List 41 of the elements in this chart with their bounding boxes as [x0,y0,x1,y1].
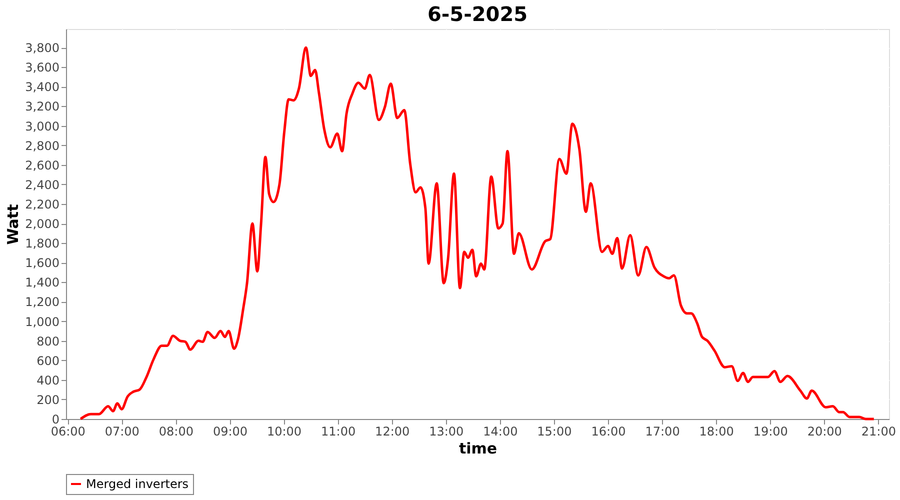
x-tick-label: 09:00 [212,424,248,438]
x-tick-label: 08:00 [158,424,194,438]
y-tick-label: 200 [36,392,60,407]
y-tick-label: 400 [36,373,60,388]
x-tick-label: 16:00 [591,424,626,438]
legend-label: Merged inverters [86,477,189,491]
y-tick-label: 3,000 [25,119,60,134]
y-tick-label: 1,000 [25,314,60,329]
x-tick-label: 21:00 [861,424,896,438]
x-tick-label: 11:00 [321,424,356,438]
y-tick-label: 3,600 [25,60,60,75]
y-tick-label: 0 [52,412,60,426]
y-tick-label: 2,400 [25,178,60,192]
y-tick-label: 600 [36,354,60,368]
line-series [79,46,876,420]
y-axis-title: Watt [4,204,22,245]
x-tick-label: 17:00 [645,424,680,438]
x-tick-label: 14:00 [483,424,518,438]
y-tick-label: 2,000 [25,217,60,232]
x-tick-label: 12:00 [375,424,410,438]
x-tick-label: 19:00 [753,424,788,438]
y-tick-label: 3,400 [25,80,60,94]
x-tick-label: 06:00 [50,424,86,438]
x-tick-label: 13:00 [429,424,464,438]
y-tick-label: 2,200 [25,197,60,212]
y-tick-label: 3,800 [25,41,60,56]
y-tick-label: 2,800 [25,138,60,153]
y-tick-label: 800 [36,334,60,348]
x-tick-label: 20:00 [807,424,842,438]
y-tick-label: 1,600 [25,256,60,270]
x-tick-label: 15:00 [537,424,572,438]
y-tick-label: 2,600 [25,158,60,172]
y-tick-label: 1,800 [25,236,60,251]
chart-title: 6-5-2025 [427,2,528,26]
y-tick-label: 1,400 [25,276,60,290]
x-axis-title: time [458,440,498,458]
x-tick-label: 07:00 [104,424,140,438]
y-tick-label: 1,200 [25,295,60,310]
x-tick-label: 10:00 [266,424,302,438]
x-tick-label: 18:00 [699,424,734,438]
y-tick-label: 3,200 [25,100,60,114]
